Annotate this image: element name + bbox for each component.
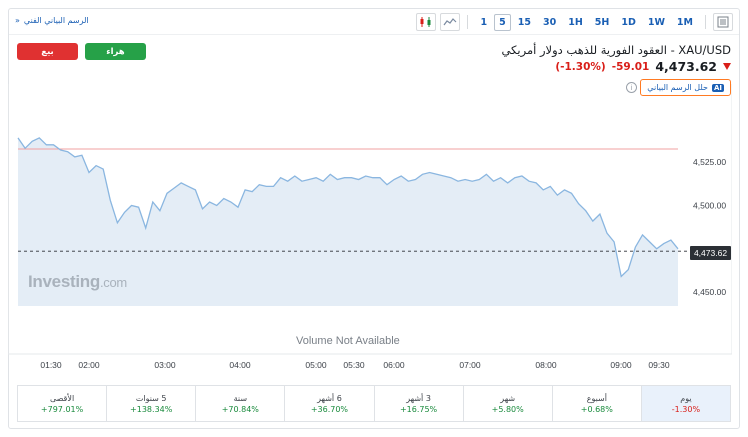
x-tick-label: 08:00 <box>535 360 557 370</box>
price-area-fill <box>18 137 678 306</box>
x-tick-label: 06:00 <box>383 360 405 370</box>
timeframe-5H[interactable]: 5H <box>594 16 610 28</box>
x-tick-label: 02:00 <box>78 360 100 370</box>
y-tick-label: 4,500.00 <box>693 200 726 210</box>
watermark-suffix: .com <box>99 275 127 290</box>
x-tick-label: 09:00 <box>610 360 632 370</box>
down-arrow-icon <box>723 63 731 70</box>
x-tick-label: 05:30 <box>343 360 365 370</box>
current-price-tag: 4,473.62 <box>690 246 731 260</box>
toolbar-right: 1M 1W 1D 5H 1H 30 15 5 1 <box>416 13 733 31</box>
candlestick-chart-icon[interactable] <box>416 13 437 31</box>
last-price: 4,473.62 <box>655 59 717 74</box>
timeframe-1D[interactable]: 1D <box>621 16 636 28</box>
performance-label: شهر <box>500 393 516 403</box>
timeframe-1H[interactable]: 1H <box>568 16 583 28</box>
performance-label: 3 أشهر <box>406 393 431 403</box>
performance-value: -1.30% <box>671 404 701 414</box>
performance-cell[interactable]: 5 سنوات +138.34% <box>106 386 195 421</box>
y-tick-label: 4,525.00 <box>693 157 726 167</box>
analyze-chart-label: حلل الرسم البياني <box>647 83 708 92</box>
buy-button[interactable]: هراء <box>85 43 146 60</box>
settings-panel-icon[interactable] <box>713 13 733 31</box>
price-chart[interactable]: 4,525.00 4,500.00 4,450.00 01:30 02:00 03:00 0… <box>8 84 732 380</box>
performance-cell[interactable]: 3 أشهر +16.75% <box>373 386 463 421</box>
sell-button[interactable]: بيع <box>17 43 78 60</box>
performance-label: 6 أشهر <box>317 393 342 403</box>
toolbar-divider <box>467 15 469 29</box>
change-percent: (-1.30%) <box>555 60 606 73</box>
technical-chart-label: الرسم البياني الفني <box>23 16 89 25</box>
volume-note: Volume Not Available <box>296 335 400 347</box>
watermark-main: Investing <box>28 272 100 291</box>
performance-label: سنة <box>233 393 248 403</box>
timeframe-selector: 1M 1W 1D 5H 1H 30 15 5 1 <box>475 13 698 31</box>
performance-cell[interactable]: شهر +5.80% <box>462 386 552 421</box>
price-row: (-1.30%) -59.01 4,473.62 <box>555 59 731 74</box>
performance-cell[interactable]: أسبوع +0.68% <box>551 386 641 421</box>
performance-cell[interactable]: 6 أشهر +36.70% <box>284 386 373 421</box>
performance-label: 5 سنوات <box>135 393 167 403</box>
performance-cell[interactable]: سنة +70.84% <box>195 386 284 421</box>
info-icon[interactable]: i <box>626 82 637 93</box>
performance-value: +70.84% <box>221 404 259 414</box>
analyze-chart-button[interactable]: AI حلل الرسم البياني <box>640 79 731 96</box>
performance-label: يوم <box>680 393 692 403</box>
performance-label: الأقصى <box>49 393 75 403</box>
performance-value: +797.01% <box>40 404 84 414</box>
x-tick-label: 04:00 <box>229 360 251 370</box>
x-tick-label: 09:30 <box>648 360 670 370</box>
performance-cell[interactable]: الأقصى +797.01% <box>18 386 106 421</box>
instrument-title: XAU/USD - العقود الفورية للذهب دولار أمر… <box>501 43 731 57</box>
performance-value: +138.34% <box>130 404 173 414</box>
timeframe-5[interactable]: 5 <box>494 13 511 31</box>
performance-value: +16.75% <box>399 404 438 414</box>
x-tick-label: 07:00 <box>459 360 481 370</box>
x-tick-label: 05:00 <box>305 360 327 370</box>
y-tick-label: 4,450.00 <box>693 287 726 297</box>
timeframe-1M[interactable]: 1M <box>676 16 693 28</box>
toolbar-divider <box>705 15 706 29</box>
double-chevron-icon: » <box>15 16 20 25</box>
area-chart-icon[interactable] <box>440 13 461 31</box>
investing-watermark: Investing.com <box>28 272 127 292</box>
x-tick-label: 03:00 <box>154 360 176 370</box>
price-line <box>17 137 679 278</box>
technical-chart-link[interactable]: » الرسم البياني الفني <box>15 16 89 25</box>
timeframe-30[interactable]: 30 <box>542 16 557 28</box>
performance-label: أسبوع <box>586 393 607 403</box>
performance-value: +5.80% <box>491 404 524 414</box>
performance-cell[interactable]: يوم -1.30% <box>640 386 730 421</box>
change-value: -59.01 <box>611 60 650 73</box>
timeframe-15[interactable]: 15 <box>517 16 531 28</box>
performance-strip: يوم -1.30% أسبوع +0.68% شهر +5.80% 3 أشهر +16.7… <box>17 385 731 422</box>
timeframe-1W[interactable]: 1W <box>647 16 665 28</box>
timeframe-1[interactable]: 1 <box>480 16 488 28</box>
x-tick-label: 01:30 <box>40 360 62 370</box>
performance-value: +0.68% <box>580 404 613 414</box>
ai-icon: AI <box>711 83 724 92</box>
performance-value: +36.70% <box>310 404 349 414</box>
chart-toolbar: » الرسم البياني الفني 1M 1W 1D 5H 1H 30 15 5 1 <box>9 9 739 35</box>
